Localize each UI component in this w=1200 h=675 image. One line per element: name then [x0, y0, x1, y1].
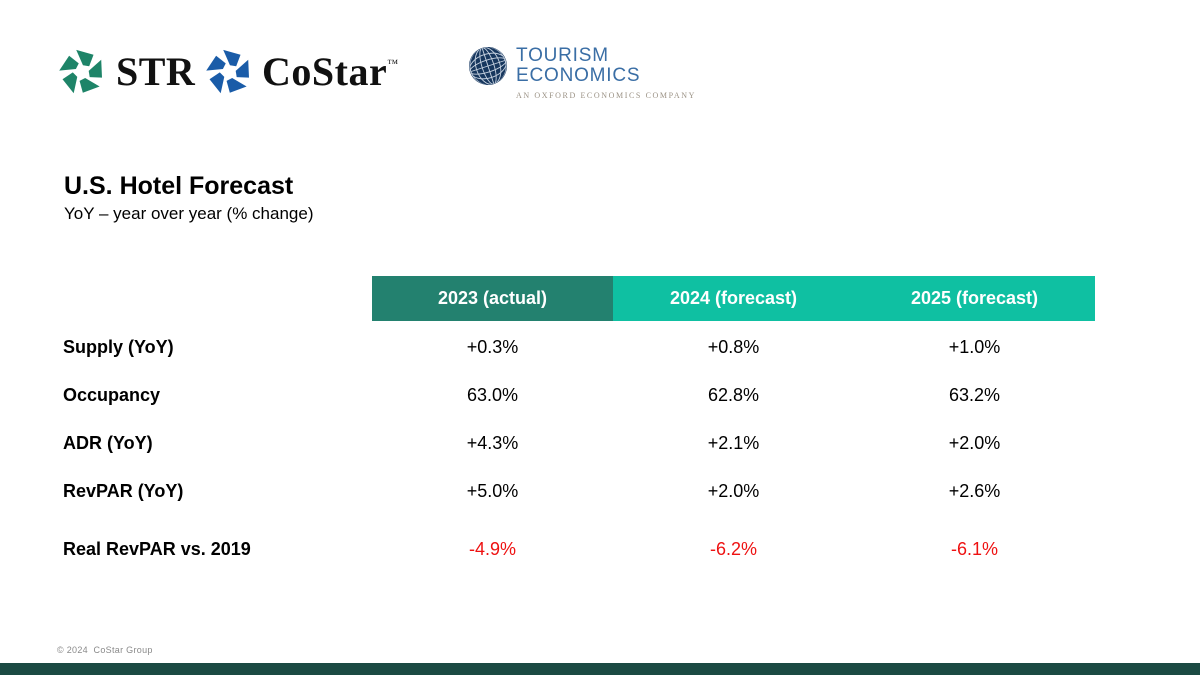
cell-2024: +0.8% — [707, 336, 760, 357]
bottom-accent-bar — [0, 663, 1200, 675]
tourism-economics-tagline: AN OXFORD ECONOMICS COMPANY — [516, 91, 697, 100]
tourism-economics-line2: ECONOMICS — [516, 65, 641, 86]
page-title: U.S. Hotel Forecast — [64, 172, 294, 200]
table-body: Supply (YoY) +0.3% +0.8% +1.0% Occupancy… — [60, 276, 1095, 576]
table-row: ADR (YoY) +4.3% +2.1% +2.0% — [60, 430, 1095, 456]
row-label: RevPAR (YoY) — [63, 480, 184, 501]
column-header-2025-forecast: 2025 (forecast) — [854, 276, 1095, 321]
tourism-economics-logo: TOURISM ECONOMICS AN OXFORD ECONOMICS CO… — [468, 46, 696, 100]
cell-2024: +2.1% — [707, 432, 760, 453]
page-subtitle: YoY – year over year (% change) — [64, 204, 314, 223]
costar-wordmark: CoStar™ — [262, 49, 398, 94]
costar-logo: CoStar™ — [205, 46, 398, 98]
cell-2023: +4.3% — [466, 432, 519, 453]
row-label: ADR (YoY) — [63, 432, 153, 453]
cell-2025: +2.0% — [948, 432, 1001, 453]
str-wordmark: STR — [116, 49, 196, 94]
cell-2023: 63.0% — [466, 384, 519, 405]
cell-2025: +2.6% — [948, 480, 1001, 501]
cell-2025: -6.1% — [950, 538, 999, 559]
column-header-2023-actual: 2023 (actual) — [372, 276, 613, 321]
cell-2024: 62.8% — [707, 384, 760, 405]
tourism-economics-line1: TOURISM — [516, 45, 609, 66]
cell-2025: +1.0% — [948, 336, 1001, 357]
cell-2023: +0.3% — [466, 336, 519, 357]
row-label: Real RevPAR vs. 2019 — [63, 538, 251, 559]
title-block: U.S. Hotel Forecast YoY – year over year… — [64, 172, 313, 224]
cell-2025: 63.2% — [948, 384, 1001, 405]
trademark-symbol: ™ — [387, 58, 398, 70]
cell-2023: -4.9% — [468, 538, 517, 559]
row-label: Supply (YoY) — [63, 336, 174, 357]
table-row: Occupancy 63.0% 62.8% 63.2% — [60, 382, 1095, 408]
str-pinwheel-icon — [59, 49, 106, 97]
table-row: Real RevPAR vs. 2019 -4.9% -6.2% -6.1% — [60, 536, 1095, 562]
copyright-text: © 2024 CoStar Group — [57, 645, 153, 655]
row-label: Occupancy — [63, 384, 161, 405]
str-logo: STR — [58, 46, 195, 98]
forecast-table: 2023 (actual) 2024 (forecast) 2025 (fore… — [60, 276, 1095, 576]
table-header-row: 2023 (actual) 2024 (forecast) 2025 (fore… — [372, 276, 1095, 321]
column-header-2024-forecast: 2024 (forecast) — [613, 276, 854, 321]
cell-2024: +2.0% — [707, 480, 760, 501]
globe-icon — [469, 46, 507, 86]
cell-2024: -6.2% — [709, 538, 758, 559]
table-row: Supply (YoY) +0.3% +0.8% +1.0% — [60, 334, 1095, 360]
table-row: RevPAR (YoY) +5.0% +2.0% +2.6% — [60, 478, 1095, 504]
cell-2023: +5.0% — [466, 480, 519, 501]
costar-pinwheel-icon — [206, 49, 253, 97]
